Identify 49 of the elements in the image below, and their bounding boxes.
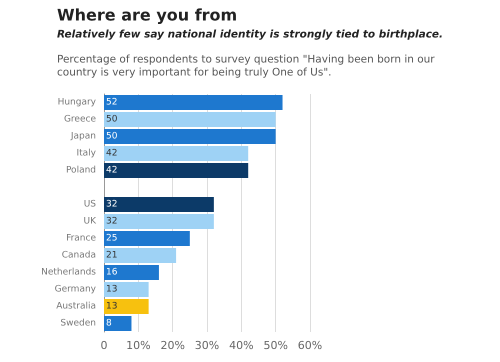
bar — [104, 163, 248, 178]
data-label: 52 — [106, 98, 118, 108]
data-label: 42 — [106, 148, 118, 158]
y-tick-label: Italy — [76, 148, 97, 158]
y-tick-label: Canada — [62, 250, 96, 260]
data-label: 13 — [106, 284, 118, 294]
x-tick-label: 50% — [263, 339, 288, 352]
data-label: 32 — [106, 200, 118, 210]
bar — [104, 197, 214, 212]
bar — [104, 299, 149, 314]
bar — [104, 129, 276, 144]
x-tick-label: 10% — [126, 339, 151, 352]
y-tick-label: Germany — [54, 284, 97, 294]
bar — [104, 282, 149, 297]
data-label: 8 — [106, 318, 112, 328]
data-label: 50 — [106, 132, 118, 142]
chart-subtitle: Relatively few say national identity is strongly tied to birthplace. — [57, 28, 444, 40]
bar — [104, 231, 190, 246]
y-tick-label: Japan — [70, 132, 96, 142]
x-tick-label: 30% — [194, 339, 220, 352]
bar — [104, 265, 159, 280]
chart-title: Where are you from — [57, 6, 238, 24]
data-label: 50 — [106, 114, 118, 124]
y-tick-label: Hungary — [58, 98, 97, 108]
y-tick-label: Greece — [64, 114, 96, 124]
data-label: 32 — [106, 216, 118, 226]
data-label: 42 — [106, 166, 118, 176]
x-tick-label: 40% — [229, 339, 254, 352]
y-tick-label: Australia — [56, 302, 96, 312]
data-label: 21 — [106, 250, 118, 260]
text: Percentage of respondents to survey question "Having been born in our country is very important for being truly One of Us". — [57, 54, 436, 78]
data-label: 25 — [106, 234, 118, 244]
x-tick-label: 0 — [100, 339, 108, 352]
y-tick-label: UK — [84, 216, 98, 226]
bar — [104, 214, 214, 229]
bar — [104, 112, 276, 127]
data-label: 13 — [106, 302, 118, 312]
y-tick-label: Sweden — [60, 318, 96, 328]
bar — [104, 146, 248, 161]
bar — [104, 95, 283, 110]
y-tick-label: Netherlands — [41, 268, 96, 278]
bar — [104, 248, 176, 263]
y-tick-label: France — [66, 234, 96, 244]
data-label: 16 — [106, 268, 118, 278]
bar — [104, 316, 132, 331]
x-tick-label: 60% — [298, 339, 322, 352]
y-tick-label: US — [84, 200, 96, 210]
y-tick-label: Poland — [66, 166, 96, 176]
x-tick-label: 20% — [160, 339, 185, 352]
